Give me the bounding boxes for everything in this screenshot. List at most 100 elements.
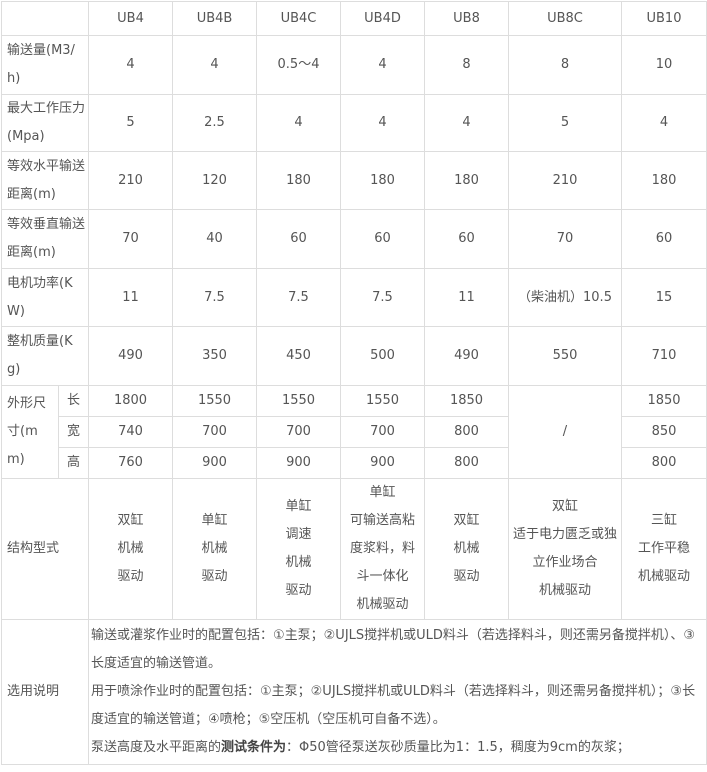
value-cell: 4 <box>88 35 173 95</box>
model-header: UB8 <box>424 1 509 36</box>
model-header: UB4D <box>340 1 425 36</box>
value-cell: 900 <box>172 447 257 479</box>
notes-row: 选用说明 输送或灌浆作业时的配置包括：①主泵；②UJLS搅拌机或ULD料斗（若选择… <box>1 619 707 765</box>
row-label: 结构型式 <box>1 478 89 620</box>
structure-cell: 单缸 调速 机械 驱动 <box>256 478 341 620</box>
dimension-sub-label: 高 <box>58 447 89 479</box>
value-cell: 4 <box>172 35 257 95</box>
value-cell: 180 <box>256 151 341 210</box>
row-label: 输送量(M3/h) <box>1 35 89 95</box>
note-line: 输送或灌浆作业时的配置包括：①主泵；②UJLS搅拌机或ULD料斗（若选择料斗，则… <box>91 628 696 671</box>
row-label: 等效垂直输送距离(m) <box>1 209 89 269</box>
value-cell: 1550 <box>340 385 425 417</box>
value-cell: 4 <box>621 94 707 152</box>
note-line: 泵送高度及水平距离的测试条件为：Φ50管径泵送灰砂质量比为1：1.5，稠度为9c… <box>91 734 703 762</box>
value-cell: 4 <box>424 94 509 152</box>
value-cell: 8 <box>424 35 509 95</box>
value-cell: 800 <box>621 447 707 479</box>
structure-cell: 单缸 可输送高粘度浆料，料斗一体化 机械驱动 <box>340 478 425 620</box>
notes-cell: 输送或灌浆作业时的配置包括：①主泵；②UJLS搅拌机或ULD料斗（若选择料斗，则… <box>88 619 707 765</box>
value-cell: 740 <box>88 416 173 448</box>
value-cell: 1550 <box>256 385 341 417</box>
value-cell: 450 <box>256 326 341 386</box>
structure-cell: 单缸 机械 驱动 <box>172 478 257 620</box>
model-header: UB4C <box>256 1 341 36</box>
value-cell: 7.5 <box>340 268 425 327</box>
table-row: 整机质量(Kg) 490 350 450 500 490 550 710 <box>1 326 707 386</box>
value-cell: 800 <box>424 447 509 479</box>
row-label: 整机质量(Kg) <box>1 326 89 386</box>
value-cell: 7.5 <box>256 268 341 327</box>
value-cell: 490 <box>424 326 509 386</box>
note-text: 泵送高度及水平距离的 <box>91 740 222 755</box>
value-cell: 850 <box>621 416 707 448</box>
row-label: 等效水平输送距离(m) <box>1 151 89 210</box>
row-label: 最大工作压力(Mpa) <box>1 94 89 152</box>
dimension-row: 高 760 900 900 900 800 800 <box>2 447 707 479</box>
corner-cell <box>1 1 89 36</box>
dimension-sub-label: 宽 <box>58 416 89 448</box>
dimension-row: 外形尺寸(mm) 长 1800 1550 1550 1550 1850/1850 <box>1 385 707 479</box>
table-row: 输送量(M3/h) 4 4 0.5～4 4 8 8 10 <box>1 35 707 95</box>
note-bold: 测试条件为 <box>221 740 287 755</box>
value-cell: 5 <box>88 94 173 152</box>
value-cell: 1850 <box>621 385 707 417</box>
value-cell: 180 <box>621 151 707 210</box>
value-cell: 180 <box>340 151 425 210</box>
value-cell: 900 <box>256 447 341 479</box>
value-cell: 210 <box>88 151 173 210</box>
model-header: UB8C <box>508 1 622 36</box>
dimension-label: 外形尺寸(mm) <box>1 385 59 479</box>
value-cell: 1800 <box>88 385 173 417</box>
structure-cell: 双缸 适于电力匮乏或独立作业场合 机械驱动 <box>508 478 622 620</box>
value-cell: 1850 <box>424 385 509 417</box>
model-header: UB10 <box>621 1 707 36</box>
value-cell: 0.5～4 <box>256 35 341 95</box>
model-header: UB4 <box>88 1 173 36</box>
table-row: 最大工作压力(Mpa) 5 2.5 4 4 4 5 4 <box>1 94 707 152</box>
value-cell: 550 <box>508 326 622 386</box>
value-cell: 60 <box>340 209 425 269</box>
value-cell: 180 <box>424 151 509 210</box>
table-row: 电机功率(KW) 11 7.5 7.5 7.5 11 （柴油机）10.5 15 <box>1 268 707 327</box>
value-cell: 70 <box>508 209 622 269</box>
value-cell: 40 <box>172 209 257 269</box>
table-row: 等效水平输送距离(m) 210 120 180 180 180 210 180 <box>1 151 707 210</box>
value-cell: 11 <box>88 268 173 327</box>
value-cell: 10 <box>621 35 707 95</box>
value-cell: 4 <box>340 35 425 95</box>
value-cell: 700 <box>340 416 425 448</box>
value-cell: 5 <box>508 94 622 152</box>
value-cell: 4 <box>256 94 341 152</box>
table-row: 等效垂直输送距离(m) 70 40 60 60 60 70 60 <box>1 209 707 269</box>
dimension-row: 宽 740 700 700 700 800 850 <box>2 416 707 448</box>
value-cell: 60 <box>256 209 341 269</box>
value-cell: 8 <box>508 35 622 95</box>
header-row: UB4 UB4B UB4C UB4D UB8 UB8C UB10 <box>1 1 707 36</box>
value-cell: 60 <box>424 209 509 269</box>
ub8c-dimension: / <box>508 385 622 479</box>
value-cell: 700 <box>172 416 257 448</box>
note-text: ：Φ50管径泵送灰砂质量比为1：1.5，稠度为9cm的灰浆； <box>286 740 630 755</box>
value-cell: 7.5 <box>172 268 257 327</box>
value-cell: （柴油机）10.5 <box>508 268 622 327</box>
structure-cell: 双缸 机械 驱动 <box>88 478 173 620</box>
value-cell: 500 <box>340 326 425 386</box>
structure-cell: 双缸 机械 驱动 <box>424 478 509 620</box>
value-cell: 70 <box>88 209 173 269</box>
value-cell: 760 <box>88 447 173 479</box>
note-line: 用于喷涂作业时的配置包括：①主泵；②UJLS搅拌机或ULD料斗（若选择料斗，则还… <box>91 684 696 727</box>
value-cell: 11 <box>424 268 509 327</box>
dimension-sub-label: 长 <box>58 385 89 417</box>
value-cell: 2.5 <box>172 94 257 152</box>
value-cell: 210 <box>508 151 622 210</box>
value-cell: 15 <box>621 268 707 327</box>
value-cell: 120 <box>172 151 257 210</box>
value-cell: 4 <box>340 94 425 152</box>
model-header: UB4B <box>172 1 257 36</box>
structure-cell: 三缸 工作平稳 机械驱动 <box>621 478 707 620</box>
structure-row: 结构型式 双缸 机械 驱动 单缸 机械 驱动 单缸 调速 机械 驱动 单缸 可输送高粘度… <box>1 478 707 620</box>
value-cell: 800 <box>424 416 509 448</box>
row-label: 选用说明 <box>1 619 89 765</box>
